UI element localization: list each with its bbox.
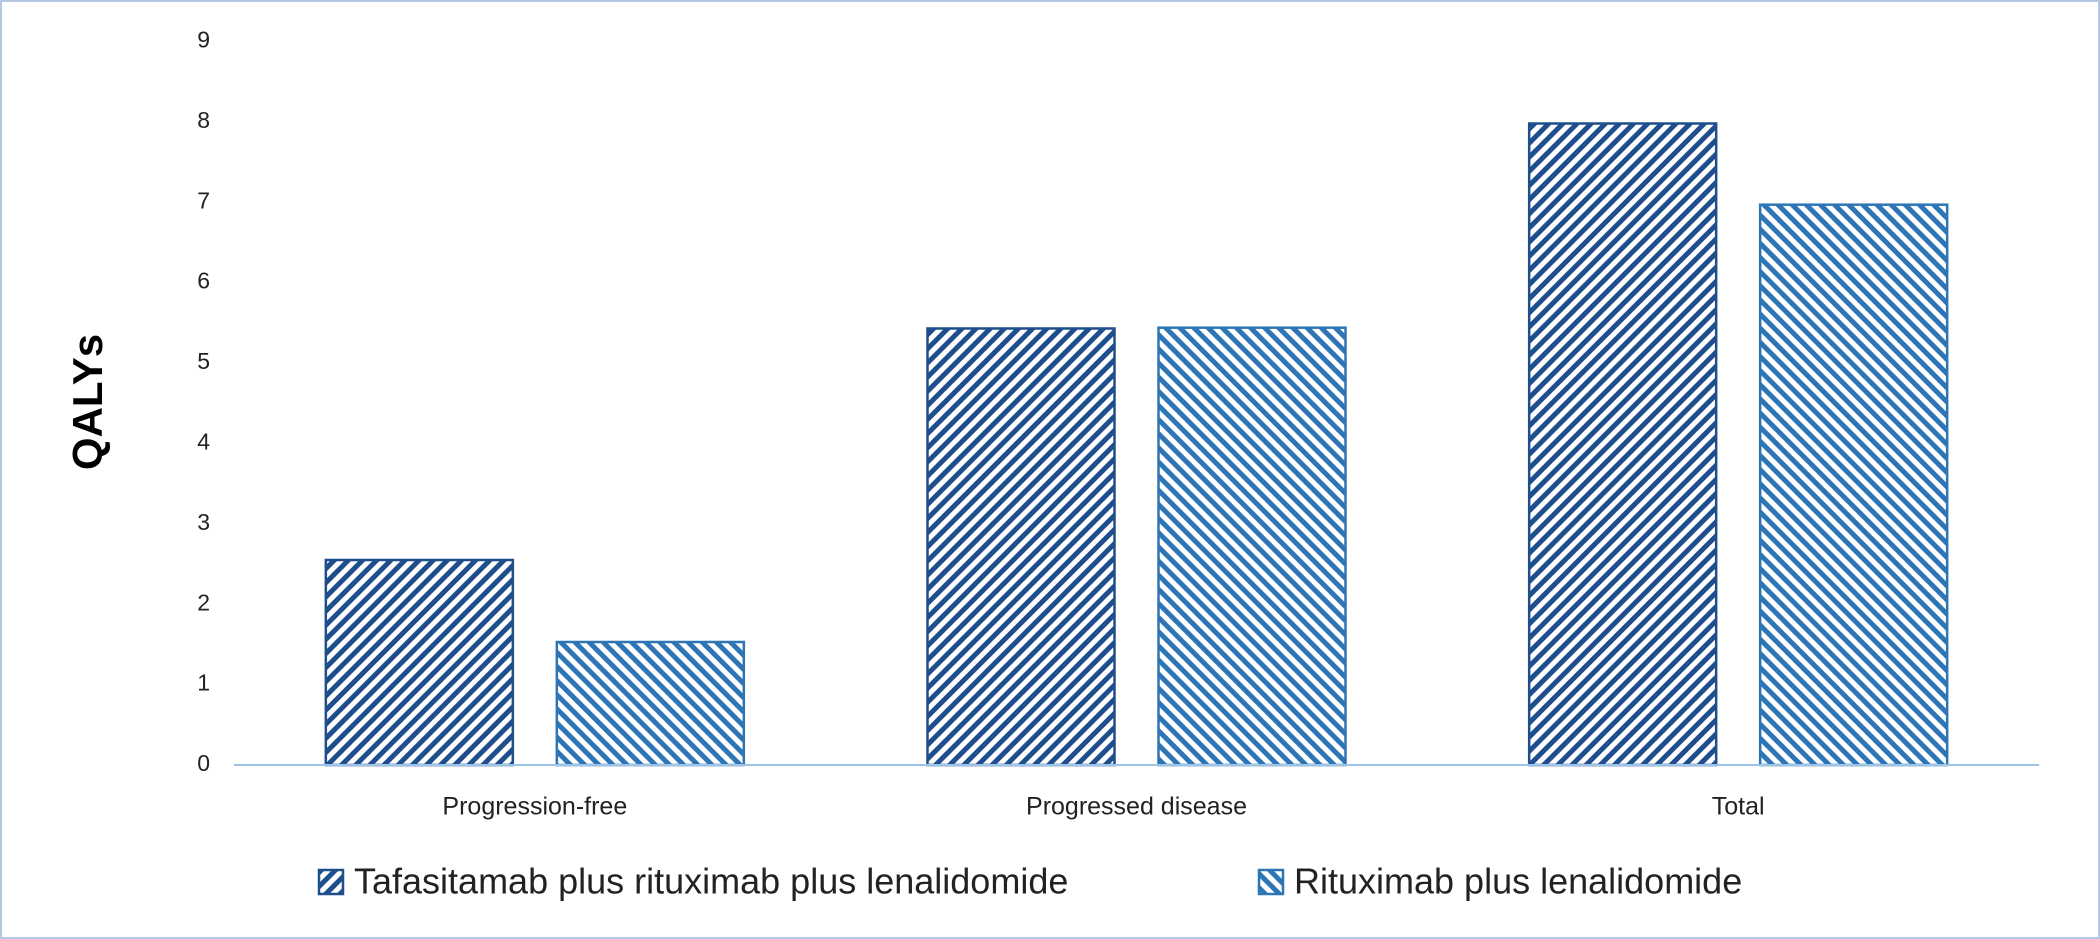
x-tick-label: Total (1712, 793, 1765, 821)
y-tick-label: 3 (197, 509, 210, 535)
legend-label: Tafasitamab plus rituximab plus lenalido… (354, 861, 1068, 902)
bar (1157, 326, 1347, 767)
bar (926, 327, 1116, 767)
y-tick-label: 1 (197, 670, 210, 696)
y-tick-label: 7 (197, 187, 210, 213)
y-tick-label: 6 (197, 268, 210, 294)
y-tick-label: 2 (197, 589, 210, 615)
bar (1527, 122, 1718, 767)
bar (324, 558, 515, 767)
y-tick-label: 8 (197, 107, 210, 133)
legend-label: Rituximab plus lenalidomide (1294, 861, 1742, 902)
y-tick-label: 0 (197, 750, 210, 776)
y-tick-label: 9 (197, 27, 210, 53)
x-tick-label: Progression-free (442, 793, 627, 821)
bar (555, 640, 746, 767)
legend-swatch (1257, 868, 1285, 896)
y-tick-label: 4 (197, 429, 210, 455)
bar (1758, 203, 1949, 767)
legend-swatch (317, 868, 345, 896)
x-tick-label: Progressed disease (1026, 793, 1247, 821)
y-axis-label: QALYs (64, 334, 111, 470)
y-tick-label: 5 (197, 348, 210, 374)
